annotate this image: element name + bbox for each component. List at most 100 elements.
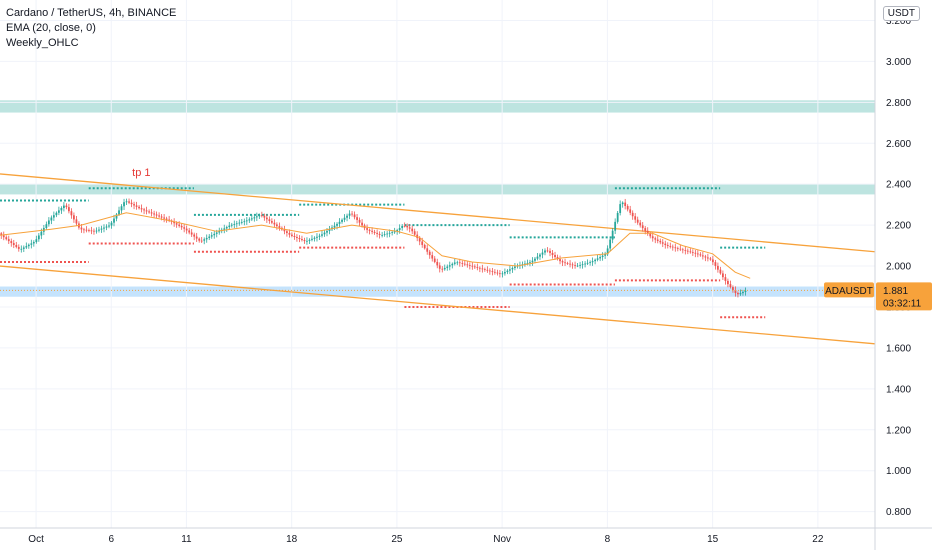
candle-body-13 <box>32 242 35 244</box>
candle-body-273 <box>684 250 687 251</box>
candle-body-107 <box>268 219 271 222</box>
candle-body-122 <box>306 240 308 242</box>
weekly-ohlc-indicator-label[interactable]: Weekly_OHLC <box>6 37 79 49</box>
candle-body-169 <box>423 244 426 249</box>
candle-body-181 <box>453 262 456 264</box>
candle-45 <box>113 214 115 227</box>
candle-body-263 <box>659 240 662 243</box>
candle-body-284 <box>711 259 714 263</box>
candle-body-137 <box>343 217 346 220</box>
candle-body-60 <box>150 212 153 214</box>
candle-57 <box>143 207 145 215</box>
candle-body-9 <box>22 247 25 249</box>
candle-289 <box>724 273 727 285</box>
candle-body-196 <box>491 271 494 273</box>
candle-169 <box>423 243 426 250</box>
candle-body-242 <box>606 248 609 255</box>
candle-body-191 <box>478 267 481 269</box>
candle-223 <box>559 255 561 265</box>
candle-49 <box>123 198 125 210</box>
symbol-title[interactable]: Cardano / TetherUS, 4h, BINANCE <box>6 7 177 19</box>
time-tick-label-7: 15 <box>707 534 719 545</box>
candle-262 <box>656 236 659 244</box>
candle-149 <box>373 229 376 235</box>
candle-body-177 <box>443 267 446 270</box>
candle-body-52 <box>130 202 133 205</box>
price-tag-countdown: 03:32:11 <box>883 298 922 309</box>
candle-104 <box>260 211 263 218</box>
candle-176 <box>441 266 444 273</box>
candle-body-258 <box>646 230 649 234</box>
ema-indicator-label[interactable]: EMA (20, close, 0) <box>6 22 96 34</box>
candle-body-210 <box>526 262 529 264</box>
candle-54 <box>135 201 138 210</box>
candle-body-34 <box>85 229 88 231</box>
candle-body-297 <box>744 290 747 292</box>
candle-77 <box>193 232 196 241</box>
ema-layer <box>0 212 751 279</box>
symbol-tag-label: ADAUSDT <box>825 286 873 297</box>
candle-body-106 <box>265 217 268 220</box>
candle-body-66 <box>165 218 168 220</box>
candle-body-250 <box>626 206 629 210</box>
candle-body-158 <box>396 230 399 232</box>
candle-152 <box>381 231 384 238</box>
candle-body-123 <box>308 239 311 241</box>
candle-body-198 <box>496 272 499 274</box>
candle-body-267 <box>669 245 672 247</box>
candle-164 <box>411 225 414 235</box>
candle-252 <box>631 210 634 220</box>
candle-230 <box>576 263 579 268</box>
candle-body-146 <box>366 228 368 230</box>
candle-271 <box>679 245 682 252</box>
candle-body-296 <box>742 291 744 294</box>
candle-body-245 <box>614 221 617 231</box>
candle-213 <box>534 256 536 264</box>
candle-10 <box>25 242 28 250</box>
price-tick-label-1: 3.000 <box>886 57 911 68</box>
candle-9 <box>22 245 25 253</box>
candle-131 <box>328 225 331 235</box>
candle-body-97 <box>243 221 246 223</box>
trendline-1 <box>0 265 876 345</box>
candle-body-109 <box>273 222 276 225</box>
price-tick-label-8: 1.600 <box>886 343 911 354</box>
candle-body-138 <box>346 215 348 218</box>
candle-body-281 <box>704 256 707 258</box>
time-tick-label-5: Nov <box>493 534 511 545</box>
candle-102 <box>255 212 258 221</box>
candle-body-215 <box>539 254 541 257</box>
candle-141 <box>353 211 356 220</box>
candle-25 <box>62 202 65 212</box>
currency-button[interactable]: USDT <box>882 6 920 21</box>
candle-body-4 <box>10 241 13 244</box>
candle-body-102 <box>255 216 258 218</box>
candle-258 <box>646 227 649 236</box>
candle-body-38 <box>95 230 98 232</box>
candle-110 <box>275 222 278 230</box>
candle-body-278 <box>696 253 699 255</box>
candle-body-189 <box>473 266 476 268</box>
candle-85 <box>213 230 216 239</box>
candle-39 <box>98 226 100 233</box>
candle-106 <box>265 214 268 223</box>
candle-body-292 <box>732 287 734 291</box>
candle-139 <box>348 210 351 220</box>
candle-body-93 <box>233 224 236 225</box>
candle-body-116 <box>291 234 293 236</box>
candle-body-205 <box>514 266 516 268</box>
candle-body-21 <box>52 215 55 218</box>
chart-legend: Cardano / TetherUS, 4h, BINANCE EMA (20,… <box>6 6 176 51</box>
candle-55 <box>138 205 140 210</box>
candle-35 <box>88 228 90 233</box>
candle-186 <box>466 261 469 268</box>
candle-body-61 <box>153 213 156 215</box>
candle-body-148 <box>371 230 374 232</box>
candle-body-6 <box>15 244 18 247</box>
candle-161 <box>403 222 406 228</box>
candle-89 <box>223 224 226 234</box>
price-tag-value: 1.881 <box>883 286 908 297</box>
candle-body-179 <box>448 265 451 267</box>
candle-body-162 <box>406 225 409 228</box>
